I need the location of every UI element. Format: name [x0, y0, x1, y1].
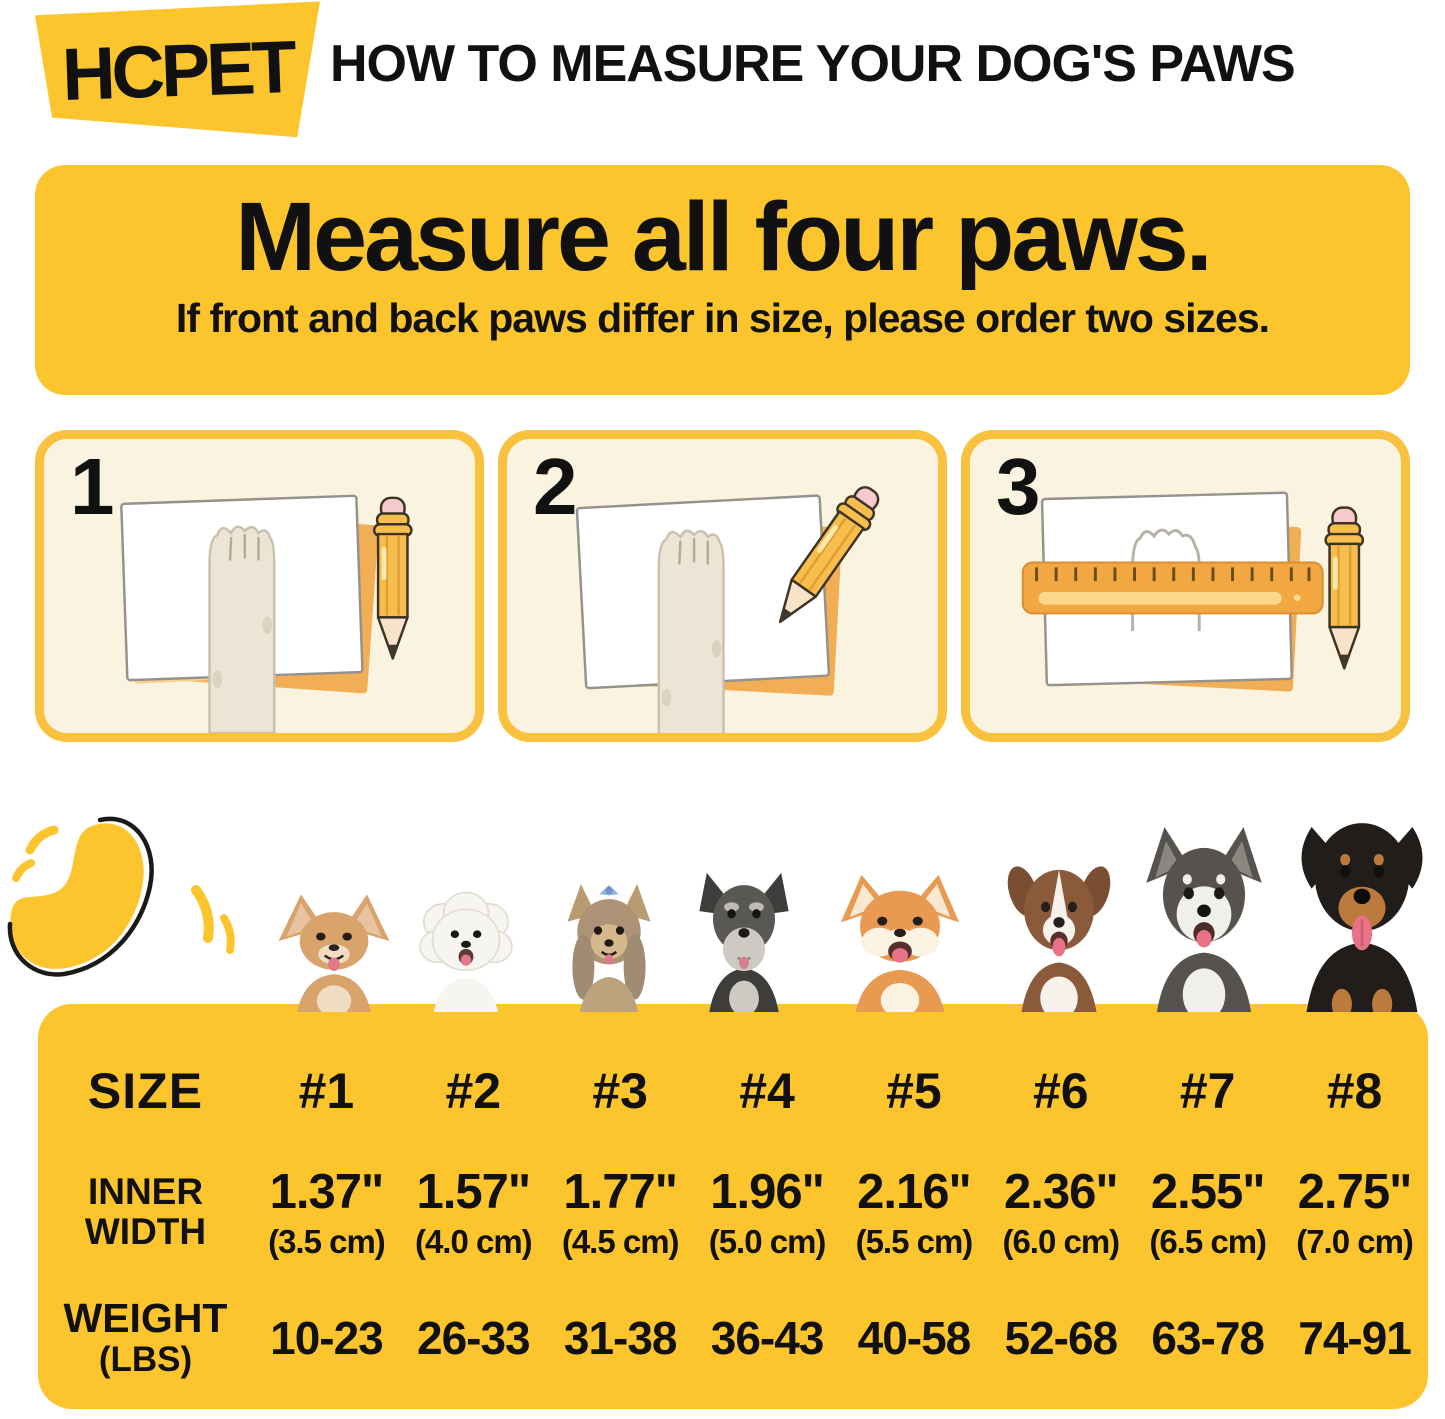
inner-width-cm: (6.5 cm) — [1149, 1222, 1267, 1260]
size-row-label: SIZE — [87, 1063, 204, 1119]
hero-heading: Measure all four paws. — [235, 182, 1212, 291]
inner-width-cm: (3.5 cm) — [268, 1222, 386, 1260]
weight-value-3: 31-38 — [563, 1312, 678, 1364]
weight-label-line2: (LBS) — [98, 1340, 193, 1380]
weight-value-1: 10-23 — [270, 1312, 384, 1364]
step3-measure-with-ruler-illustration — [1021, 491, 1365, 692]
brand-logo-text: HCPET — [60, 24, 295, 116]
inner-width-label-line2: WIDTH — [84, 1211, 207, 1252]
dog-photo-miniature-schnauzer — [699, 872, 789, 1012]
size-value-2: #2 — [445, 1063, 502, 1119]
size-value-8: #8 — [1326, 1063, 1383, 1119]
paper-stack-icon — [120, 494, 379, 694]
brand-logo: HCPET — [35, 1, 320, 138]
size-value-7: #7 — [1179, 1063, 1236, 1119]
inner-width-cell-5: 2.16" (5.5 cm) — [855, 1164, 974, 1261]
weight-value-6: 52-68 — [1004, 1312, 1118, 1364]
inner-width-label-line1: INNER — [87, 1171, 204, 1213]
page-title: HOW TO MEASURE YOUR DOG'S PAWS — [330, 35, 1296, 93]
dog-photo-rottweiler — [1301, 823, 1423, 1012]
inner-width-cell-3: 1.77" (4.5 cm) — [561, 1164, 680, 1261]
size-value-6: #6 — [1033, 1063, 1089, 1119]
dog-paw-icon — [657, 529, 725, 733]
pencil-icon — [1324, 506, 1365, 670]
size-value-4: #4 — [739, 1063, 795, 1119]
weight-value-2: 26-33 — [416, 1312, 531, 1364]
inner-width-cm: (4.5 cm) — [561, 1222, 680, 1260]
inner-width-inches: 1.37" — [269, 1164, 385, 1219]
inner-width-cm: (5.0 cm) — [708, 1222, 827, 1260]
inner-width-inches: 2.75" — [1297, 1164, 1413, 1219]
step-card-2: 2 — [498, 430, 947, 742]
inner-width-cm: (7.0 cm) — [1296, 1222, 1414, 1260]
pencil-icon — [372, 496, 413, 660]
inner-width-row-label: INNER WIDTH — [85, 1172, 206, 1252]
size-value-1: #1 — [298, 1063, 355, 1119]
size-value-3: #3 — [592, 1063, 648, 1119]
dog-photo-bichon-frise — [419, 891, 513, 1012]
hero-banner: Measure all four paws. If front and back… — [35, 165, 1410, 395]
weight-value-4: 36-43 — [710, 1312, 825, 1364]
size-value-5: #5 — [886, 1063, 942, 1119]
pencil-icon — [778, 486, 880, 624]
weight-value-7: 63-78 — [1151, 1312, 1265, 1364]
inner-width-cell-4: 1.96" (5.0 cm) — [708, 1164, 827, 1261]
dog-photo-yorkshire-terrier — [567, 884, 651, 1012]
weight-row-label: WEIGHT (LBS) — [64, 1296, 228, 1380]
inner-width-inches: 2.36" — [1004, 1164, 1119, 1219]
step-number: 3 — [996, 442, 1041, 531]
weight-value-5: 40-58 — [857, 1312, 972, 1364]
dog-photo-shiba-inu — [840, 874, 960, 1012]
ruler-icon — [1021, 561, 1324, 615]
inner-width-inches: 1.77" — [563, 1164, 678, 1219]
hero-subheading: If front and back paws differ in size, p… — [175, 295, 1270, 341]
step-card-3: 3 — [961, 430, 1410, 742]
inner-width-cell-1: 1.37" (3.5 cm) — [268, 1164, 386, 1261]
step1-paw-on-paper-illustration — [120, 494, 413, 733]
dog-paw-icon — [208, 525, 276, 733]
step-card-1: 1 — [35, 430, 484, 742]
weight-value-8: 74-91 — [1298, 1312, 1412, 1364]
step-number: 1 — [70, 442, 115, 531]
dog-photo-chihuahua — [278, 894, 390, 1012]
inner-width-cm: (5.5 cm) — [855, 1222, 974, 1260]
dog-photo-australian-shepherd — [1007, 866, 1111, 1012]
inner-width-inches: 2.16" — [857, 1164, 972, 1219]
size-chart-table: SIZE #1 #2 #3 #4 #5 #6 #7 #8 INNER WIDTH… — [38, 1004, 1428, 1409]
inner-width-cm: (4.0 cm) — [414, 1222, 533, 1260]
inner-width-inches: 1.57" — [416, 1164, 532, 1219]
inner-width-inches: 2.55" — [1150, 1164, 1266, 1219]
measurement-steps: 1 — [35, 430, 1410, 742]
inner-width-cm: (6.0 cm) — [1002, 1222, 1120, 1260]
inner-width-cell-8: 2.75" (7.0 cm) — [1296, 1164, 1414, 1261]
inner-width-inches: 1.96" — [710, 1164, 825, 1219]
squiggle-decoration-icon — [7, 816, 235, 977]
weight-label-line1: WEIGHT — [63, 1295, 228, 1342]
step2-trace-paw-illustration — [575, 486, 880, 733]
dog-breeds-row — [0, 778, 1445, 1012]
dog-photo-alaskan-malamute — [1146, 826, 1262, 1012]
paw-outline-icon — [1131, 528, 1201, 632]
inner-width-cell-6: 2.36" (6.0 cm) — [1002, 1164, 1120, 1261]
inner-width-cell-7: 2.55" (6.5 cm) — [1149, 1164, 1267, 1261]
inner-width-cell-2: 1.57" (4.0 cm) — [414, 1164, 533, 1261]
step-number: 2 — [533, 442, 578, 531]
